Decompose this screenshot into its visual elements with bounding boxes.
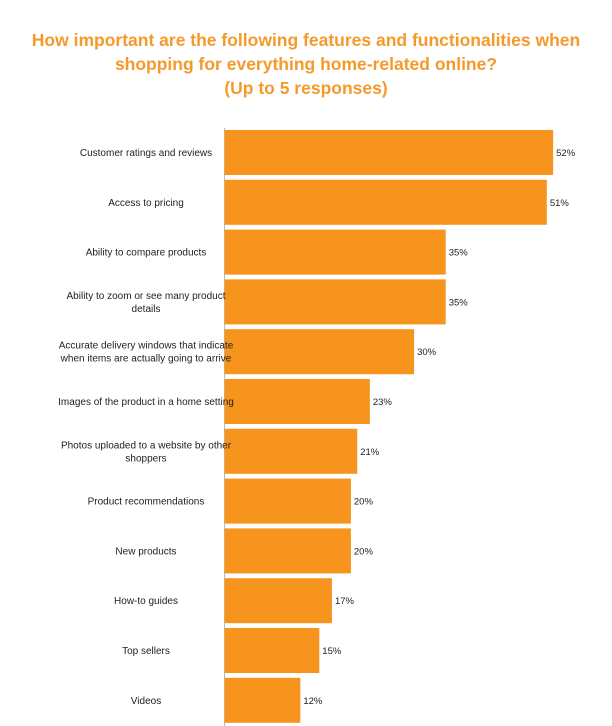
bar-9 (224, 578, 332, 624)
value-label-9: 17% (335, 596, 355, 607)
category-label-8: New products (115, 546, 176, 557)
value-label-11: 12% (303, 696, 323, 707)
category-label-3: Ability to zoom or see many product detai… (67, 291, 226, 315)
category-label-3-line-1: details (132, 304, 161, 315)
category-label-10: Top sellers (122, 646, 170, 657)
category-label-2: Ability to compare products (86, 248, 207, 259)
bar-3 (224, 279, 446, 325)
chart-title-line-2: shopping for everything home-related onl… (114, 54, 498, 74)
category-label-6-line-0: Photos uploaded to a website by other (61, 440, 232, 451)
value-label-6: 21% (360, 447, 380, 458)
category-label-10-line-0: Top sellers (122, 646, 170, 657)
category-label-11: Videos (131, 696, 161, 707)
category-label-2-line-0: Ability to compare products (86, 248, 207, 259)
category-label-4-line-1: when items are actually going to arrive (60, 354, 232, 365)
category-label-3-line-0: Ability to zoom or see many product (67, 291, 226, 302)
bar-11 (224, 677, 301, 723)
category-label-9-line-0: How-to guides (114, 596, 178, 607)
bar-8 (224, 528, 351, 574)
bar-5 (224, 379, 370, 424)
category-label-4-line-0: Accurate delivery windows that indicate (59, 341, 234, 352)
value-label-4: 30% (417, 347, 437, 358)
category-label-8-line-0: New products (115, 546, 176, 557)
category-label-4: Accurate delivery windows that indicate w… (59, 341, 234, 365)
value-label-7: 20% (354, 497, 374, 508)
value-label-2: 35% (449, 248, 469, 259)
value-label-8: 20% (354, 546, 374, 557)
bar-6 (224, 428, 358, 474)
category-label-9: How-to guides (114, 596, 178, 607)
category-label-5: Images of the product in a home setting (58, 397, 234, 408)
category-label-1: Access to pricing (108, 198, 184, 209)
category-label-6-line-1: shoppers (125, 453, 166, 464)
chart-title-line-1: How important are the following features… (31, 30, 581, 50)
value-label-0: 52% (556, 148, 576, 159)
bar-10 (224, 628, 320, 673)
category-label-5-line-0: Images of the product in a home setting (58, 397, 234, 408)
category-label-7: Product recommendations (88, 497, 205, 508)
value-label-5: 23% (373, 397, 393, 408)
category-label-1-line-0: Access to pricing (108, 198, 184, 209)
bar-7 (224, 478, 351, 524)
category-label-6: Photos uploaded to a website by other sho… (61, 440, 232, 464)
category-label-11-line-0: Videos (131, 696, 161, 707)
category-label-0-line-0: Customer ratings and reviews (80, 148, 212, 159)
category-label-0: Customer ratings and reviews (80, 148, 212, 159)
value-label-10: 15% (322, 646, 342, 657)
chart-title-line-3: (Up to 5 responses) (224, 78, 388, 98)
value-label-3: 35% (449, 297, 469, 308)
category-label-7-line-0: Product recommendations (88, 497, 205, 508)
bar-4 (224, 329, 415, 375)
value-label-1: 51% (550, 198, 570, 209)
bar-0 (224, 130, 554, 175)
bar-2 (224, 229, 446, 275)
bar-1 (224, 179, 547, 225)
chart-title: How important are the following features… (0, 28, 612, 100)
